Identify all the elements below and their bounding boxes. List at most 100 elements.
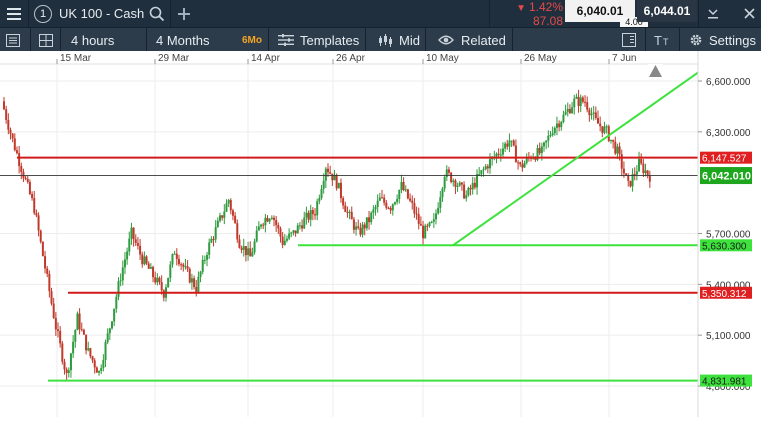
candle-body	[162, 290, 165, 298]
triangle-up-icon	[649, 65, 662, 77]
candle-body	[417, 214, 420, 224]
candle-body	[184, 266, 187, 268]
candle-body	[5, 109, 8, 120]
layout-button[interactable]	[39, 28, 53, 52]
drawn-lines	[0, 71, 699, 382]
search-icon[interactable]	[149, 6, 165, 22]
candle-body	[234, 215, 237, 224]
minimize-icon	[708, 8, 718, 18]
price-labels: 6,147.527 6,042.010 5,630.300 5,350.312 4,83…	[700, 151, 752, 388]
add-tab-button[interactable]	[176, 0, 192, 27]
candle-body	[594, 112, 597, 119]
candle-body	[7, 119, 10, 130]
candle-body	[337, 182, 340, 189]
sell-price-button[interactable]: 6,040.01	[565, 0, 635, 22]
y-tick-label: 6,600.000	[706, 77, 751, 88]
candle-body	[607, 126, 610, 141]
candle-body	[257, 226, 260, 231]
candle-body	[404, 189, 407, 191]
candle-body	[555, 123, 558, 128]
candle-body	[214, 227, 217, 240]
buy-price-button[interactable]: 6,044.01	[637, 0, 697, 22]
candle-body	[512, 140, 515, 146]
candle-body	[398, 189, 401, 199]
candle-body	[126, 251, 129, 260]
candle-body	[385, 202, 388, 208]
price-label-box	[700, 151, 752, 164]
down-arrow-icon: ▼	[516, 3, 526, 14]
candle-body	[396, 198, 399, 203]
candle-body	[39, 230, 42, 242]
related-button[interactable]: Related	[438, 28, 506, 52]
candle-body	[236, 223, 239, 240]
candle-body	[136, 243, 139, 246]
candle-body	[108, 328, 111, 334]
svg-text:T: T	[654, 33, 662, 47]
candle-body	[547, 135, 550, 141]
candle-body	[156, 277, 159, 283]
candle-body	[285, 238, 288, 241]
chart-canvas[interactable]: 15 Mar 29 Mar 14 Apr 26 Apr 10 May 26 May 7 Ju…	[0, 51, 761, 417]
candle-body	[327, 168, 329, 173]
candle-body	[50, 291, 53, 304]
candle-body	[471, 182, 474, 190]
sidebar-toggle-button[interactable]	[622, 28, 636, 52]
range-dropdown[interactable]: 4 Months	[156, 28, 209, 52]
scroll-up-button[interactable]	[648, 64, 663, 78]
candle-body	[627, 175, 630, 181]
y-axis: 6,600.000 6,300.000 5,700.000 5,400.000 5,10…	[697, 51, 751, 417]
candle-body	[460, 182, 463, 185]
candle-body	[89, 348, 92, 357]
candle-body	[486, 166, 489, 169]
gear-icon	[690, 34, 702, 46]
plus-icon	[178, 7, 190, 20]
candle-body	[476, 174, 479, 188]
instrument-tab[interactable]: 1 UK 100 - Cash	[34, 0, 165, 27]
candle-body	[113, 308, 116, 322]
x-axis-strip	[0, 51, 698, 64]
candle-body	[41, 241, 44, 257]
candle-body	[238, 239, 241, 248]
templates-button[interactable]: Templates	[278, 28, 359, 52]
candle-body	[303, 217, 306, 229]
candle-body	[145, 256, 148, 264]
price-mode-button[interactable]: Mid	[378, 28, 420, 52]
price-change: ▼ 1.42% 87.08	[493, 1, 563, 27]
candle-body	[275, 219, 278, 226]
price-label-box	[700, 374, 752, 387]
candle-body	[463, 184, 466, 199]
candle-body	[54, 317, 57, 330]
candle-body	[370, 212, 373, 223]
candle-body	[149, 267, 152, 269]
panel-icon	[622, 33, 636, 47]
close-button[interactable]	[740, 0, 758, 27]
candle-body	[339, 182, 342, 199]
candle-body	[91, 356, 94, 361]
candle-body	[633, 174, 636, 176]
candle-body	[130, 227, 133, 239]
minimize-button[interactable]	[704, 0, 722, 27]
candle-body	[346, 211, 349, 213]
price-chart[interactable]: 15 Mar 29 Mar 14 Apr 26 Apr 10 May 26 May 7 Ju…	[0, 51, 761, 417]
candle-body	[128, 238, 131, 252]
settings-button[interactable]: Settings	[689, 28, 756, 52]
top-bar: 1 UK 100 - Cash ▼ 1.42% 87.08 6,040.01 4.…	[0, 0, 761, 28]
candle-body	[538, 148, 541, 154]
candle-body	[298, 225, 301, 227]
candle-body	[428, 222, 431, 227]
candle-body	[350, 211, 353, 220]
candle-body	[333, 174, 336, 181]
candle-body	[95, 367, 98, 373]
y-tick-label: 5,100.000	[706, 331, 751, 342]
range-badge-button[interactable]: 6Mo	[242, 33, 262, 47]
menu-button[interactable]	[0, 0, 27, 27]
candle-body	[169, 264, 172, 278]
x-tick-label: 10 May	[426, 53, 459, 64]
chart-menu-button[interactable]	[6, 28, 20, 52]
candle-body	[216, 220, 219, 228]
candle-body	[288, 233, 291, 239]
interval-dropdown[interactable]: 4 hours	[71, 28, 114, 52]
candle-body	[37, 215, 40, 231]
